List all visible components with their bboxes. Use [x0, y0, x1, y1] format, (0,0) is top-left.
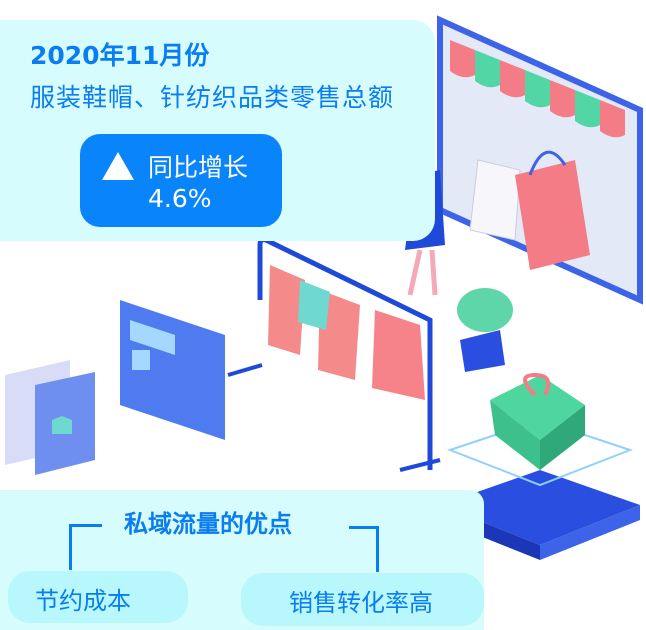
- gift-box: [490, 375, 585, 440]
- shirt: [268, 265, 305, 355]
- advantage-pill: 节约成本: [8, 571, 188, 623]
- bracket-left: [69, 524, 102, 570]
- platform: [440, 470, 640, 545]
- advantages-title: 私域流量的优点: [124, 510, 292, 538]
- shopping-bag: [515, 160, 590, 270]
- triangle-up-icon: [102, 152, 134, 180]
- growth-value: 4.6%: [148, 184, 212, 213]
- bracket-right: [349, 526, 379, 572]
- advantage-label: 销售转化率高: [289, 589, 433, 617]
- shirt: [298, 280, 330, 330]
- shopping-bag: [469, 159, 521, 241]
- date-title: 2020年11月份: [30, 41, 210, 70]
- advantage-label: 节约成本: [35, 587, 131, 615]
- advantage-pill: 销售转化率高: [241, 573, 484, 626]
- dress: [372, 310, 425, 400]
- plant-pot: [460, 330, 505, 372]
- growth-badge: 同比增长 4.6%: [80, 134, 282, 227]
- awning: [450, 40, 625, 138]
- growth-label: 同比增长: [148, 153, 249, 182]
- shirt: [318, 290, 360, 380]
- subtitle: 服装鞋帽、针纺织品类零售总额: [30, 83, 395, 112]
